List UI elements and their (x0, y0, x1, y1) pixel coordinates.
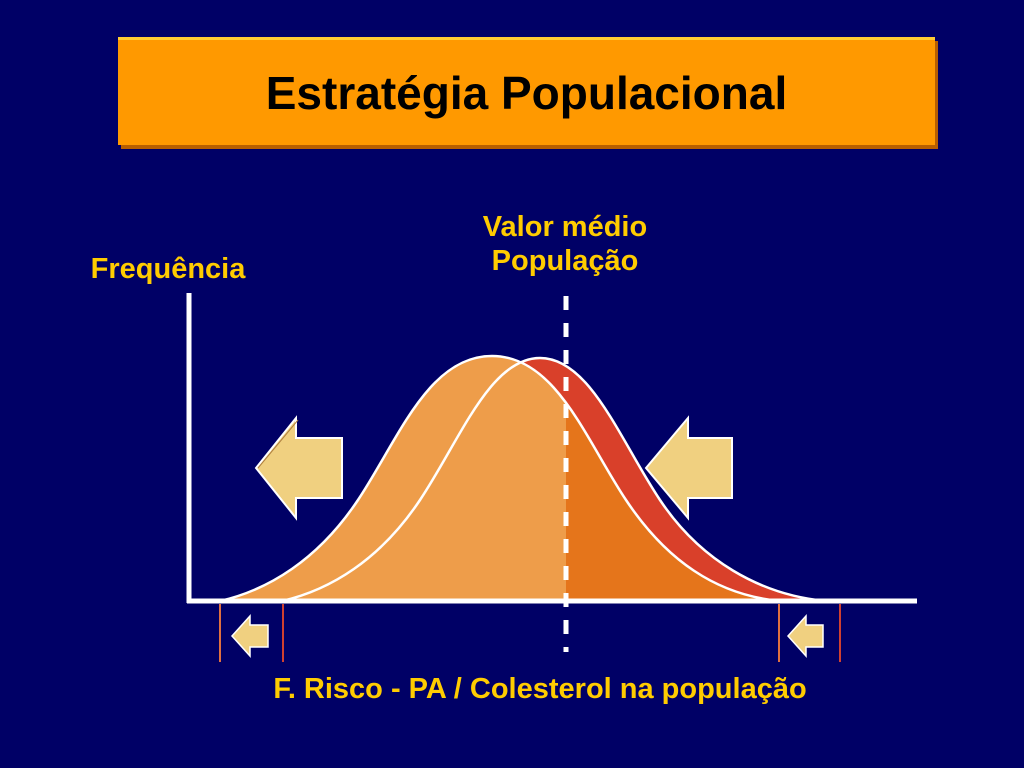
left-arrow-icon (230, 614, 269, 658)
original-curve-outline (281, 356, 827, 603)
mean-label: Valor médio População (440, 210, 690, 278)
slide-title: Estratégia Populacional (265, 66, 788, 119)
x-axis-label: F. Risco - PA / Colesterol na população (273, 673, 807, 705)
left-arrow-icon (254, 415, 343, 521)
shifted-curve-outline (219, 354, 781, 603)
left-arrow-icon (786, 614, 824, 658)
mean-label-line2: População (491, 245, 639, 277)
mean-label-line1: Valor médio (482, 211, 648, 243)
left-arrow-icon (644, 415, 733, 521)
overlap-region (566, 402, 780, 601)
y-axis-label: Frequência (90, 253, 246, 285)
title-box: Estratégia Populacional (118, 37, 935, 145)
